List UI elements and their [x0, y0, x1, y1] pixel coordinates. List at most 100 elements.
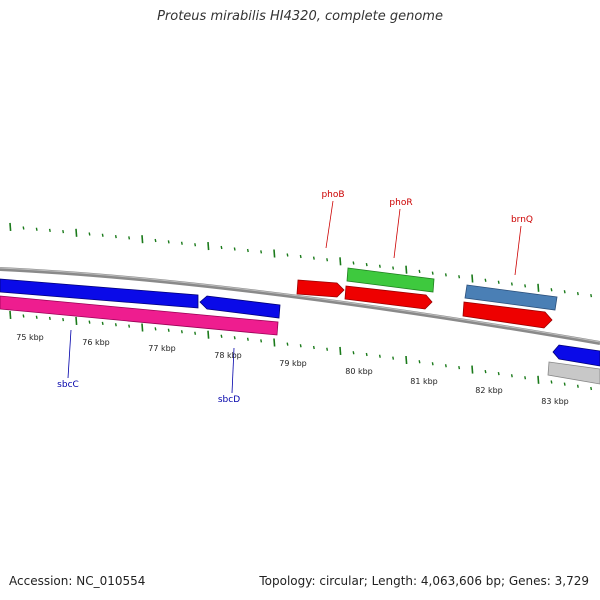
minor-tick — [563, 290, 566, 294]
accession-text: Accession: NC_010554 — [9, 574, 146, 588]
minor-tick — [88, 232, 91, 236]
scale-label-82: 82 kbp — [475, 386, 503, 395]
minor-tick — [101, 233, 104, 237]
minor-tick — [286, 253, 289, 257]
minor-tick — [62, 229, 65, 234]
minor-tick — [220, 334, 223, 338]
minor-tick — [550, 380, 553, 384]
leader-phoR — [393, 208, 401, 259]
minor-tick — [590, 293, 593, 298]
major-tick — [405, 265, 408, 274]
minor-tick — [326, 347, 329, 351]
inner-tick-ruler — [9, 310, 593, 391]
minor-tick — [418, 269, 421, 274]
minor-tick — [576, 291, 579, 296]
minor-tick — [22, 226, 25, 230]
major-tick — [9, 222, 12, 231]
gene-label-sbcD: sbcD — [218, 395, 240, 405]
minor-tick — [233, 336, 236, 340]
minor-tick — [246, 248, 249, 253]
feature-brnQ-lower-gene[interactable] — [462, 301, 553, 329]
minor-tick — [35, 227, 38, 231]
feature-sbcC-gene[interactable] — [0, 278, 199, 309]
gene-label-sbcC: sbcC — [57, 380, 79, 390]
scale-label-79: 79 kbp — [279, 359, 307, 368]
feature-sbcD-gene[interactable] — [199, 295, 281, 319]
major-tick — [471, 274, 474, 283]
feature-phoR-lower-gene[interactable] — [344, 285, 433, 310]
minor-tick — [167, 240, 170, 244]
major-tick — [141, 235, 144, 244]
major-tick — [273, 338, 276, 347]
minor-tick — [154, 238, 157, 243]
minor-tick — [114, 323, 117, 327]
feature-brnQ-upper-gene[interactable] — [464, 284, 558, 311]
minor-tick — [128, 236, 131, 240]
minor-tick — [576, 384, 579, 388]
major-tick — [471, 365, 474, 374]
minor-tick — [484, 278, 487, 282]
minor-tick — [260, 250, 263, 254]
scale-label-83: 83 kbp — [541, 397, 569, 406]
minor-tick — [48, 228, 51, 233]
minor-tick — [458, 275, 461, 279]
scale-label-75: 75 kbp — [16, 333, 44, 342]
leader-brnQ — [514, 225, 522, 276]
major-tick — [75, 228, 78, 237]
major-tick — [207, 330, 210, 339]
minor-tick — [444, 273, 447, 277]
minor-tick — [48, 316, 51, 321]
minor-tick — [365, 352, 368, 357]
genome-backbone-highlight — [0, 267, 600, 343]
minor-tick — [35, 315, 38, 319]
minor-tick — [352, 261, 355, 265]
minor-tick — [392, 266, 395, 270]
scale-label-80: 80 kbp — [345, 367, 373, 376]
major-tick — [339, 346, 342, 355]
minor-tick — [286, 342, 289, 346]
minor-tick — [524, 376, 527, 380]
feature-edge-blue-gene[interactable] — [552, 344, 600, 367]
minor-tick — [444, 364, 447, 368]
minor-tick — [418, 360, 421, 364]
minor-tick — [431, 271, 434, 275]
minor-tick — [524, 284, 527, 288]
minor-tick — [299, 254, 302, 259]
major-tick — [207, 242, 210, 251]
feature-pink-gene[interactable] — [0, 295, 279, 336]
minor-tick — [510, 282, 513, 286]
minor-tick — [180, 241, 183, 245]
minor-tick — [458, 365, 461, 370]
feature-edge-gray-gene[interactable] — [547, 361, 600, 385]
minor-tick — [22, 314, 25, 318]
major-tick — [405, 355, 408, 365]
minor-tick — [220, 245, 223, 250]
major-tick — [537, 375, 540, 384]
leader-sbcC — [67, 329, 72, 379]
scale-label-81: 81 kbp — [410, 377, 438, 386]
minor-tick — [365, 262, 368, 267]
gene-label-phoR: phoR — [389, 198, 412, 208]
minor-tick — [550, 288, 553, 292]
feature-phoR-upper-gene[interactable] — [346, 267, 435, 293]
minor-tick — [233, 247, 236, 251]
minor-tick — [299, 344, 302, 348]
map-title: Proteus mirabilis HI4320, complete genom… — [157, 9, 443, 24]
minor-tick — [510, 374, 513, 378]
minor-tick — [378, 264, 381, 268]
feature-phoB-gene[interactable] — [296, 279, 345, 298]
gene-label-brnQ: brnQ — [511, 215, 533, 225]
scale-label-78: 78 kbp — [214, 351, 242, 360]
minor-tick — [326, 258, 329, 262]
genome-summary-text: Topology: circular; Length: 4,063,606 bp… — [259, 574, 589, 588]
scale-label-76: 76 kbp — [82, 338, 110, 347]
minor-tick — [497, 280, 500, 284]
leader-phoB — [325, 200, 334, 249]
major-tick — [537, 283, 540, 292]
minor-tick — [590, 386, 593, 391]
outer-tick-ruler — [9, 222, 593, 298]
minor-tick — [88, 320, 91, 324]
minor-tick — [312, 345, 315, 350]
minor-tick — [484, 369, 487, 374]
major-tick — [9, 310, 12, 319]
